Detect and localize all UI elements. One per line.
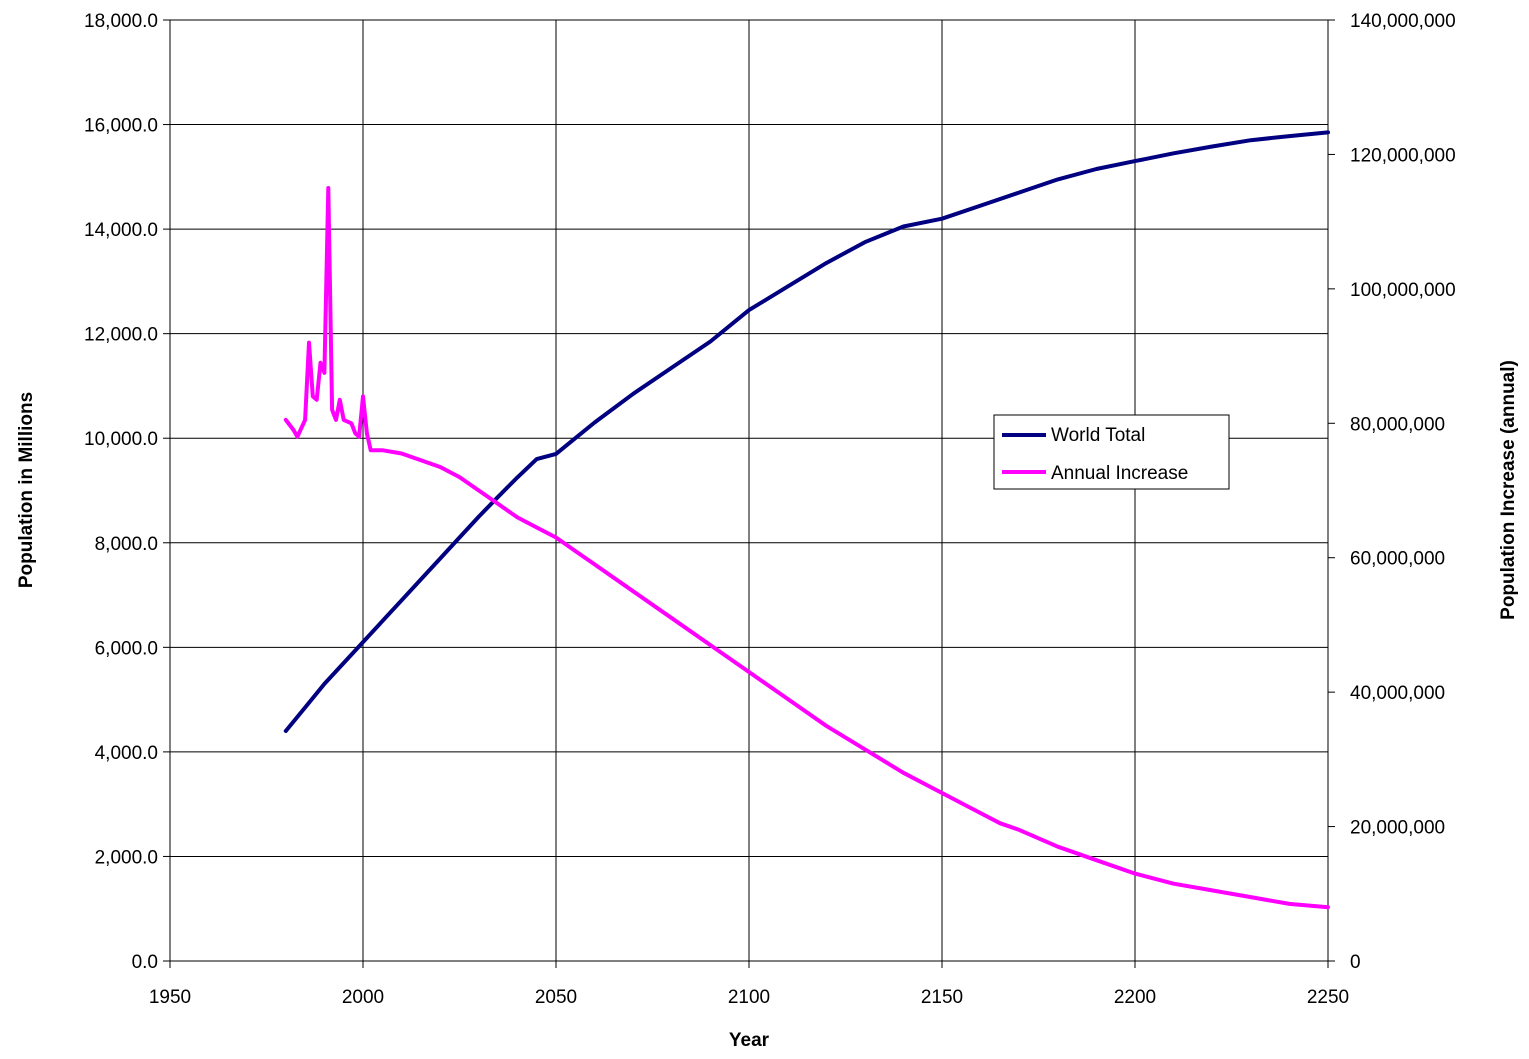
y-tick-label: 8,000.0 <box>95 534 158 555</box>
y-tick-label: 2,000.0 <box>95 847 158 868</box>
y2-tick-label: 120,000,000 <box>1350 145 1456 166</box>
x-axis-title: Year <box>729 1030 770 1051</box>
y-tick-label: 0.0 <box>132 952 158 973</box>
legend-label-world-total: World Total <box>1051 425 1145 446</box>
x-tick-label: 2000 <box>342 987 384 1008</box>
y-tick-label: 4,000.0 <box>95 743 158 764</box>
y-tick-label: 16,000.0 <box>84 116 158 137</box>
y2-tick-label: 100,000,000 <box>1350 280 1456 301</box>
y-tick-label: 6,000.0 <box>95 638 158 659</box>
y2-axis-title: Population Increase (annual) <box>1498 360 1519 620</box>
y-tick-label: 18,000.0 <box>84 11 158 32</box>
legend: World Total Annual Increase <box>994 415 1229 489</box>
x-tick-label: 2200 <box>1114 987 1156 1008</box>
y2-tick-label: 60,000,000 <box>1350 549 1445 570</box>
x-tick-label: 2150 <box>921 987 963 1008</box>
y-tick-label: 10,000.0 <box>84 429 158 450</box>
y-tick-label: 14,000.0 <box>84 220 158 241</box>
legend-label-annual-increase: Annual Increase <box>1051 463 1188 484</box>
x-tick-label: 1950 <box>149 987 191 1008</box>
x-tick-label: 2100 <box>728 987 770 1008</box>
y-tick-label: 12,000.0 <box>84 325 158 346</box>
x-tick-label: 2250 <box>1307 987 1349 1008</box>
y2-tick-label: 40,000,000 <box>1350 683 1445 704</box>
y-axis-title: Population in Millions <box>16 392 37 588</box>
y2-tick-label: 20,000,000 <box>1350 818 1445 839</box>
y2-tick-label: 140,000,000 <box>1350 11 1456 32</box>
y2-tick-label: 0 <box>1350 952 1361 973</box>
x-tick-label: 2050 <box>535 987 577 1008</box>
y2-tick-label: 80,000,000 <box>1350 414 1445 435</box>
